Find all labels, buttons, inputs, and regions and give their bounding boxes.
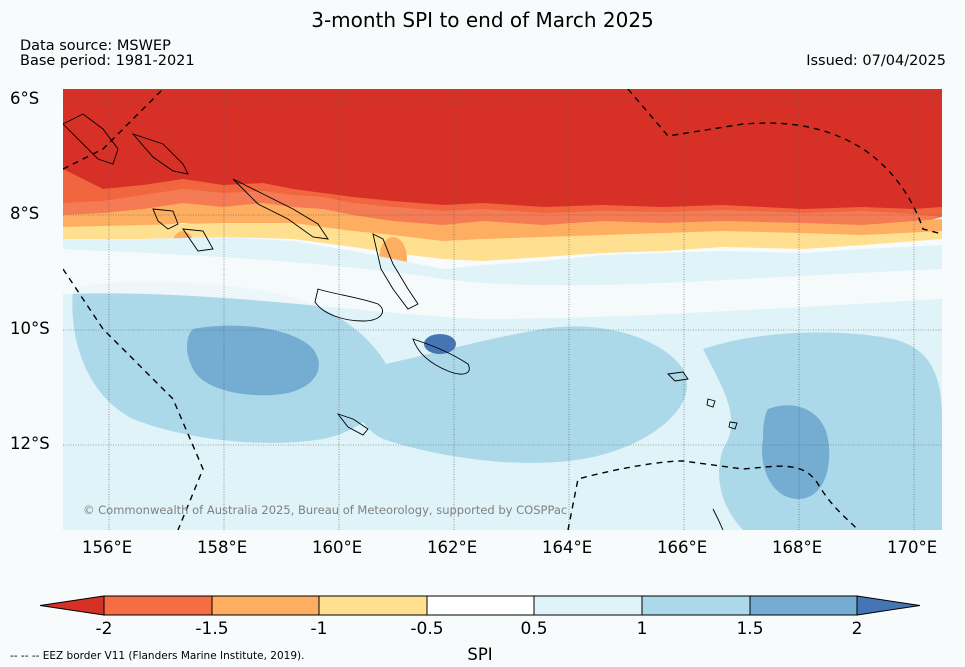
colorbar-tick: 1.5 <box>736 619 764 639</box>
wet-region-west-heavy <box>187 325 319 396</box>
copyright-credit: © Commonwealth of Australia 2025, Bureau… <box>83 503 568 517</box>
lon-label-166e: 166°E <box>657 538 708 557</box>
lon-label-160e: 160°E <box>312 538 363 557</box>
coastlines <box>63 113 738 530</box>
spi-map <box>63 89 942 530</box>
island-bougainville <box>63 113 119 165</box>
data-source-label: Data source: MSWEP <box>20 38 171 54</box>
map-title: 3-month SPI to end of March 2025 <box>311 8 654 32</box>
colorbar-seg-2 <box>211 595 320 616</box>
lon-label-156e: 156°E <box>82 538 133 557</box>
island-guadalcanal <box>314 288 383 322</box>
colorbar-tick: -1.5 <box>195 619 229 639</box>
colorbar-seg-3 <box>318 595 428 616</box>
colorbar-extend-high <box>856 595 921 616</box>
island-santa-isabel <box>152 208 179 230</box>
wet-region-east-heavy <box>762 405 830 499</box>
colorbar-tick: -0.5 <box>410 619 444 639</box>
eez-borders <box>63 89 942 530</box>
lon-label-158e: 158°E <box>197 538 248 557</box>
island-vanikoro <box>706 398 716 408</box>
colorbar-tick: -2 <box>95 619 113 639</box>
lat-label-12s: 12°S <box>10 434 50 453</box>
wet-region-center-moderate <box>354 326 687 463</box>
island-florida <box>182 228 214 252</box>
issued-date-label: Issued: 07/04/2025 <box>806 53 946 69</box>
wet-region-isabel-heavy <box>424 334 456 354</box>
colorbar-tick: -1 <box>310 619 328 639</box>
dry-region-extreme <box>63 89 942 217</box>
lat-label-10s: 10°S <box>10 319 50 338</box>
lon-label-170e: 170°E <box>887 538 938 557</box>
island-choiseul <box>131 133 189 175</box>
base-period-label: Base period: 1981-2021 <box>20 53 195 69</box>
island-santa-cruz <box>667 371 689 382</box>
colorbar-seg-1 <box>103 595 213 616</box>
colorbar-seg-4 <box>426 595 535 616</box>
dry-region-severe <box>63 169 942 229</box>
island-utupua <box>728 421 738 430</box>
lon-label-168e: 168°E <box>772 538 823 557</box>
colorbar-extend-low <box>40 595 105 616</box>
island-makira <box>412 338 470 375</box>
colorbar <box>40 595 921 616</box>
island-malaita <box>372 233 419 310</box>
colorbar-label: SPI <box>467 645 493 664</box>
colorbar-tick: 0.5 <box>520 619 548 639</box>
dry-region-mild <box>63 223 942 261</box>
colorbar-tick: 1 <box>636 619 648 639</box>
lat-label-6s: 6°S <box>10 89 40 108</box>
colorbar-seg-7 <box>749 595 858 616</box>
colorbar-seg-5 <box>533 595 643 616</box>
lat-label-8s: 8°S <box>10 204 40 223</box>
colorbar-seg-6 <box>641 595 751 616</box>
island-new-georgia <box>232 178 329 240</box>
island-tikopia <box>712 508 724 530</box>
lon-label-162e: 162°E <box>427 538 478 557</box>
colorbar-tick: 2 <box>851 619 863 639</box>
island-rennell <box>336 413 369 436</box>
eez-note: -- -- -- EEZ border V11 (Flanders Marine… <box>10 650 305 662</box>
lon-label-164e: 164°E <box>542 538 593 557</box>
wet-band-light <box>63 249 942 319</box>
